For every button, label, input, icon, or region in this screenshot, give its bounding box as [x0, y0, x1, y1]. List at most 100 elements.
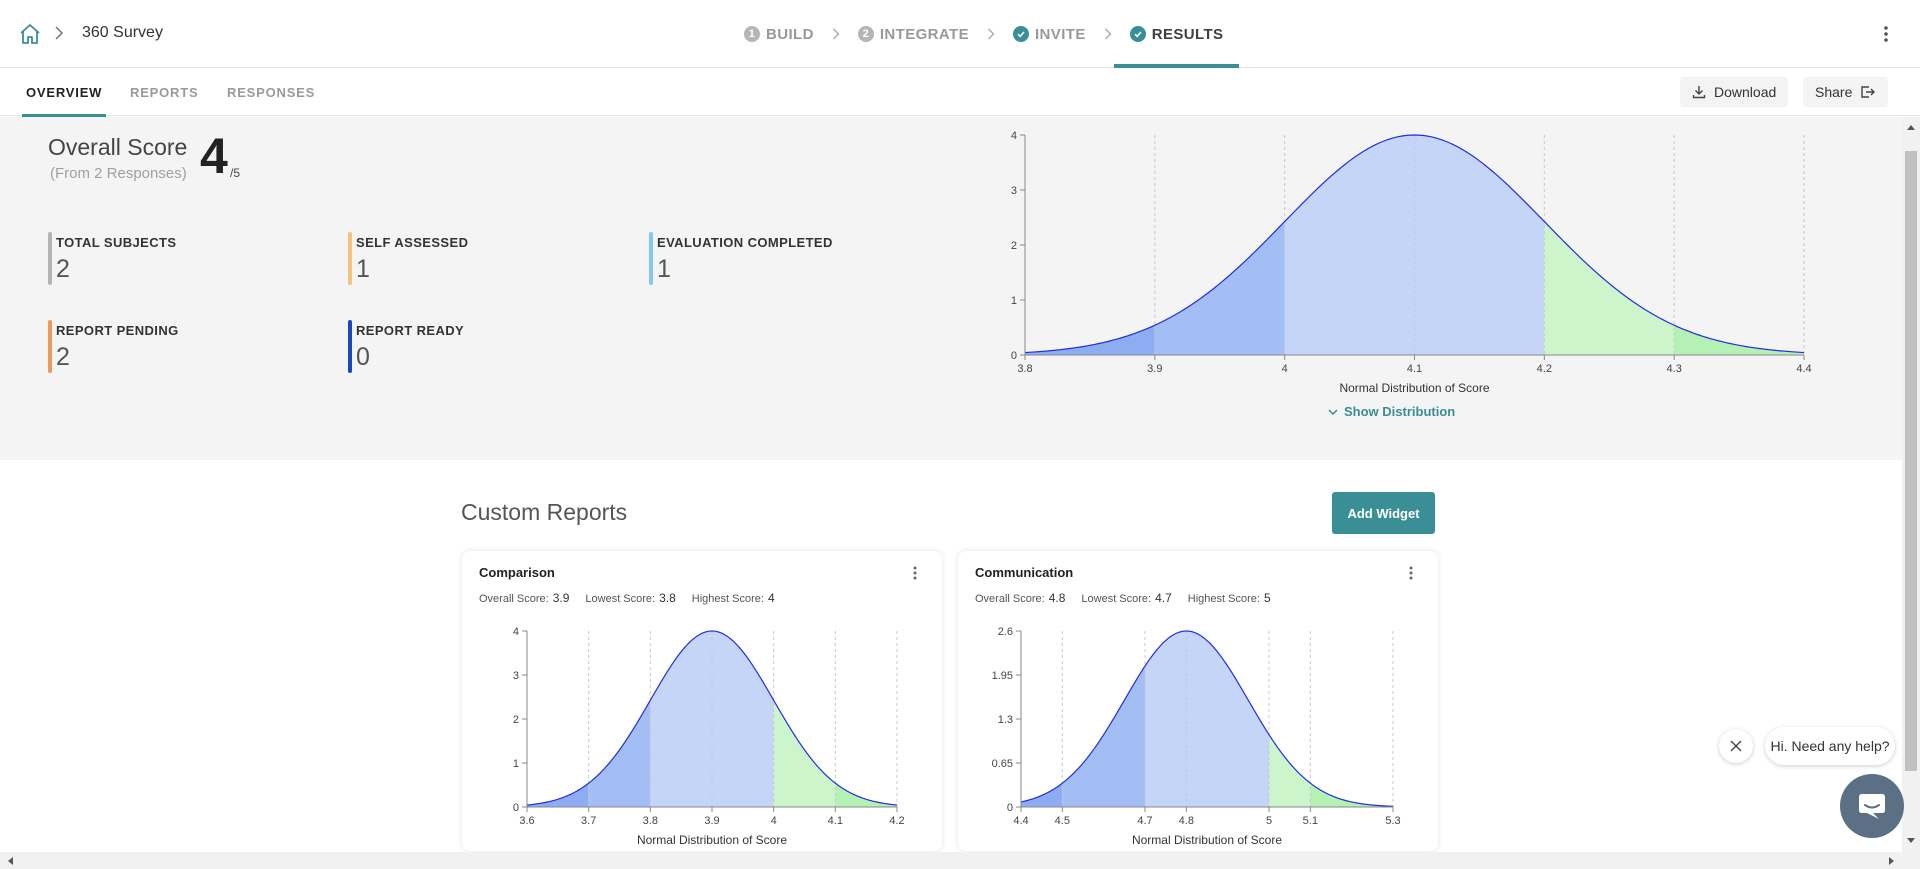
- distribution-band: [527, 783, 589, 807]
- stat-value: 2: [56, 255, 70, 283]
- x-tick-label: 4.3: [1667, 363, 1682, 375]
- y-tick-label: 1.95: [992, 670, 1013, 682]
- home-icon[interactable]: [18, 22, 42, 46]
- vertical-scrollbar[interactable]: [1902, 117, 1920, 852]
- comparison-distribution-chart: 0 1 2 3 4 3.6 3.7 3.8 3.9 4 4.1 4.2 Normal Distribut…: [513, 626, 905, 847]
- lowest-score-metric: Lowest Score: 3.8: [585, 591, 675, 605]
- share-icon: [1861, 86, 1876, 98]
- y-tick-label: 1: [513, 758, 519, 770]
- x-axis-label: Normal Distribution of Score: [637, 833, 787, 847]
- metric-value: 3.8: [659, 591, 676, 605]
- distribution-curve: [1024, 134, 1805, 354]
- card-metrics: Overall Score: 3.9 Lowest Score: 3.8 Highe…: [479, 591, 775, 605]
- download-label: Download: [1714, 84, 1777, 100]
- help-message[interactable]: Hi. Need any help?: [1765, 727, 1895, 765]
- distribution-band: [1674, 325, 1804, 355]
- x-tick-label: 4.1: [828, 815, 843, 827]
- stat-label: TOTAL SUBJECTS: [56, 235, 177, 250]
- stat-value: 0: [356, 343, 370, 371]
- step-integrate[interactable]: 2 INTEGRATE: [854, 0, 973, 68]
- x-tick-label: 3.9: [704, 815, 719, 827]
- x-tick-label: 3.7: [581, 815, 596, 827]
- y-tick-label: 3: [1011, 185, 1017, 197]
- x-tick-label: 4.5: [1055, 815, 1070, 827]
- overview-panel: Overall Score (From 2 Responses) 4 /5 TO…: [0, 117, 1902, 460]
- step-label: INTEGRATE: [879, 25, 969, 43]
- y-tick-label: 4: [1011, 130, 1017, 142]
- stat-value: 1: [657, 255, 671, 283]
- x-tick-label: 4.2: [889, 815, 904, 827]
- y-tick-label: 2: [1011, 240, 1017, 252]
- more-options-icon[interactable]: [1880, 22, 1892, 46]
- share-button[interactable]: Share: [1803, 77, 1889, 107]
- metric-value: 4.7: [1155, 591, 1172, 605]
- x-tick-label: 5: [1266, 815, 1272, 827]
- responses-count: (From 2 Responses): [50, 165, 187, 182]
- stat-value: 1: [356, 255, 370, 283]
- stat-evaluation-completed: EVALUATION COMPLETED 1: [649, 232, 833, 285]
- stat-color-bar: [348, 320, 352, 373]
- tab-responses[interactable]: RESPONSES: [227, 85, 316, 100]
- metric-label: Lowest Score:: [585, 593, 656, 605]
- y-tick-label: 3: [513, 670, 519, 682]
- stat-value: 2: [56, 343, 70, 371]
- overall-score-title: Overall Score: [48, 134, 188, 160]
- tab-reports[interactable]: REPORTS: [130, 85, 199, 100]
- scroll-up-icon[interactable]: [1906, 123, 1916, 131]
- stat-total-subjects: TOTAL SUBJECTS 2: [48, 232, 176, 285]
- add-widget-button[interactable]: Add Widget: [1332, 492, 1435, 534]
- horizontal-scrollbar[interactable]: [0, 852, 1920, 869]
- step-results[interactable]: RESULTS: [1113, 0, 1240, 68]
- y-tick-label: 0: [1011, 350, 1017, 362]
- stat-label: EVALUATION COMPLETED: [657, 235, 833, 250]
- download-button[interactable]: Download: [1680, 77, 1789, 107]
- stat-color-bar: [48, 232, 52, 285]
- overall-score-metric: Overall Score: 4.8: [975, 591, 1065, 605]
- distribution-curve: [1020, 630, 1394, 807]
- scroll-left-icon[interactable]: [6, 856, 14, 866]
- distribution-band: [835, 783, 897, 807]
- metric-label: Overall Score:: [479, 593, 549, 605]
- more-options-icon[interactable]: [1408, 565, 1414, 581]
- share-label: Share: [1815, 84, 1853, 100]
- distribution-band: [1269, 734, 1311, 807]
- y-tick-label: 4: [513, 626, 519, 638]
- x-tick-label: 4.8: [1179, 815, 1194, 827]
- more-options-icon[interactable]: [912, 565, 918, 581]
- scroll-down-icon[interactable]: [1906, 837, 1916, 845]
- custom-reports-title: Custom Reports: [461, 499, 628, 525]
- stat-self-assessed: SELF ASSESSED 1: [348, 232, 468, 285]
- stat-report-pending: REPORT PENDING 2: [48, 320, 179, 373]
- distribution-band: [1310, 783, 1393, 807]
- report-card-comparison: Comparison Overall Score: 3.9 Lowest Scor…: [462, 551, 942, 851]
- step-label: BUILD: [766, 25, 814, 43]
- sub-tab-bar: OVERVIEW REPORTS RESPONSES Download Shar…: [0, 69, 1920, 117]
- overall-score-metric: Overall Score: 3.9: [479, 591, 569, 605]
- chevron-right-icon: [987, 28, 995, 40]
- metric-value: 3.9: [552, 591, 570, 605]
- distribution-band: [1145, 631, 1269, 807]
- step-label: RESULTS: [1151, 25, 1224, 43]
- chevron-right-icon: [55, 26, 64, 40]
- step-invite[interactable]: INVITE: [1009, 0, 1090, 68]
- x-axis-label: Normal Distribution of Score: [1132, 833, 1282, 847]
- chat-launcher-button[interactable]: [1840, 774, 1904, 838]
- scrollbar-thumb[interactable]: [1905, 151, 1917, 771]
- highest-score-metric: Highest Score: 5: [1188, 591, 1271, 605]
- step-build[interactable]: 1 BUILD: [740, 0, 818, 68]
- step-number: 1: [744, 26, 760, 42]
- step-label: INVITE: [1034, 25, 1086, 43]
- stat-label: REPORT PENDING: [56, 323, 179, 338]
- scroll-right-icon[interactable]: [1888, 856, 1896, 866]
- y-tick-label: 2: [513, 714, 519, 726]
- metric-value: 5: [1263, 591, 1271, 605]
- help-close-button[interactable]: [1719, 729, 1753, 763]
- metric-label: Lowest Score:: [1081, 593, 1152, 605]
- y-tick-label: 0: [513, 802, 519, 814]
- x-tick-label: 3.6: [519, 815, 534, 827]
- show-distribution-toggle[interactable]: Show Distribution: [1328, 404, 1455, 419]
- metric-label: Overall Score:: [975, 593, 1045, 605]
- x-tick-label: 3.8: [1017, 363, 1032, 375]
- x-tick-label: 4.2: [1537, 363, 1552, 375]
- tab-overview[interactable]: OVERVIEW: [21, 69, 107, 117]
